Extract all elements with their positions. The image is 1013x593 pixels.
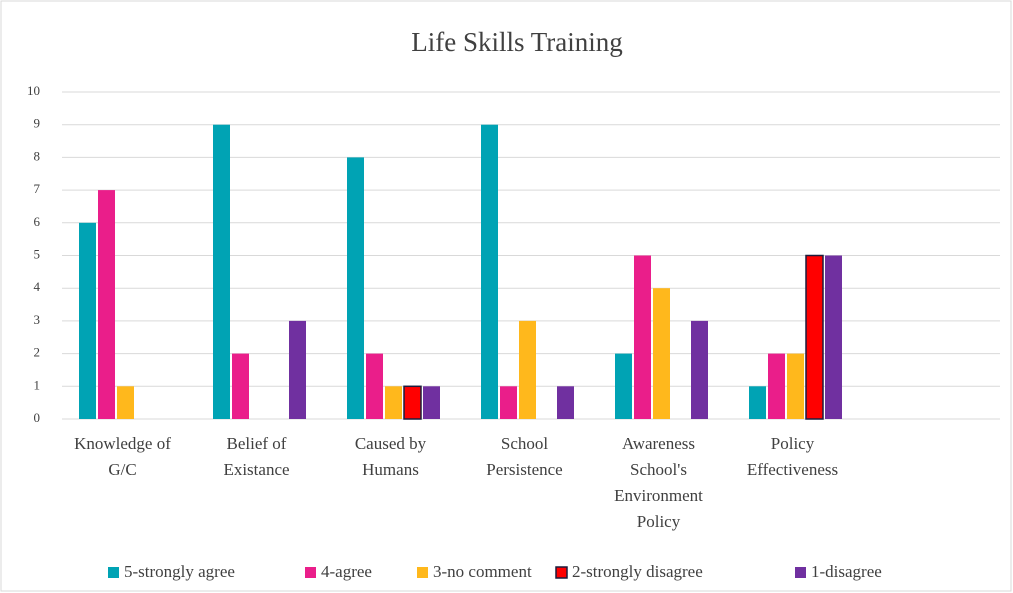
bar — [500, 386, 517, 419]
bar — [79, 222, 96, 419]
y-tick-label: 6 — [34, 214, 41, 229]
x-tick-label: School Persistence — [486, 434, 562, 479]
bar — [403, 385, 422, 420]
y-tick-label: 3 — [34, 312, 41, 327]
legend-swatch — [555, 566, 568, 579]
y-tick-label: 5 — [34, 246, 41, 261]
legend-swatch — [305, 567, 316, 578]
bar — [749, 386, 766, 419]
bar — [557, 386, 574, 419]
legend-label: 4-agree — [321, 562, 372, 581]
x-tick-label: Awareness School's Environment Policy — [614, 434, 703, 531]
x-tick-label: Belief of Existance — [223, 434, 289, 479]
legend-label: 3-no comment — [433, 562, 532, 581]
y-tick-label: 4 — [34, 279, 41, 294]
bar — [385, 386, 402, 419]
legend-label: 5-strongly agree — [124, 562, 235, 581]
y-tick-label: 7 — [34, 181, 41, 196]
bar — [481, 124, 498, 419]
bar — [787, 353, 804, 419]
bar — [805, 254, 824, 420]
legend-swatch — [417, 567, 428, 578]
bar — [691, 320, 708, 419]
bar — [289, 320, 306, 419]
y-tick-label: 1 — [34, 377, 41, 392]
legend-label: 1-disagree — [811, 562, 882, 581]
bar — [117, 386, 134, 419]
bar — [615, 353, 632, 419]
y-tick-label: 2 — [34, 345, 41, 360]
bar — [519, 320, 536, 419]
legend-swatch — [108, 567, 119, 578]
bar — [634, 255, 651, 419]
bar — [213, 124, 230, 419]
y-tick-label: 9 — [34, 116, 41, 131]
bar — [653, 288, 670, 419]
bar — [347, 157, 364, 419]
y-tick-label: 8 — [34, 148, 41, 163]
legend-label: 2-strongly disagree — [572, 562, 703, 581]
x-tick-label: Policy Effectiveness — [747, 434, 838, 479]
bar — [98, 190, 115, 419]
legend-swatch — [795, 567, 806, 578]
bar — [366, 353, 383, 419]
bar — [232, 353, 249, 419]
chart-title: Life Skills Training — [411, 27, 623, 57]
x-tick-label: Knowledge of G/C — [74, 434, 171, 479]
y-tick-label: 0 — [34, 410, 41, 425]
x-tick-label: Caused by Humans — [355, 434, 427, 479]
y-tick-label: 10 — [27, 83, 40, 98]
bar — [825, 255, 842, 419]
bar — [768, 353, 785, 419]
bar — [423, 386, 440, 419]
